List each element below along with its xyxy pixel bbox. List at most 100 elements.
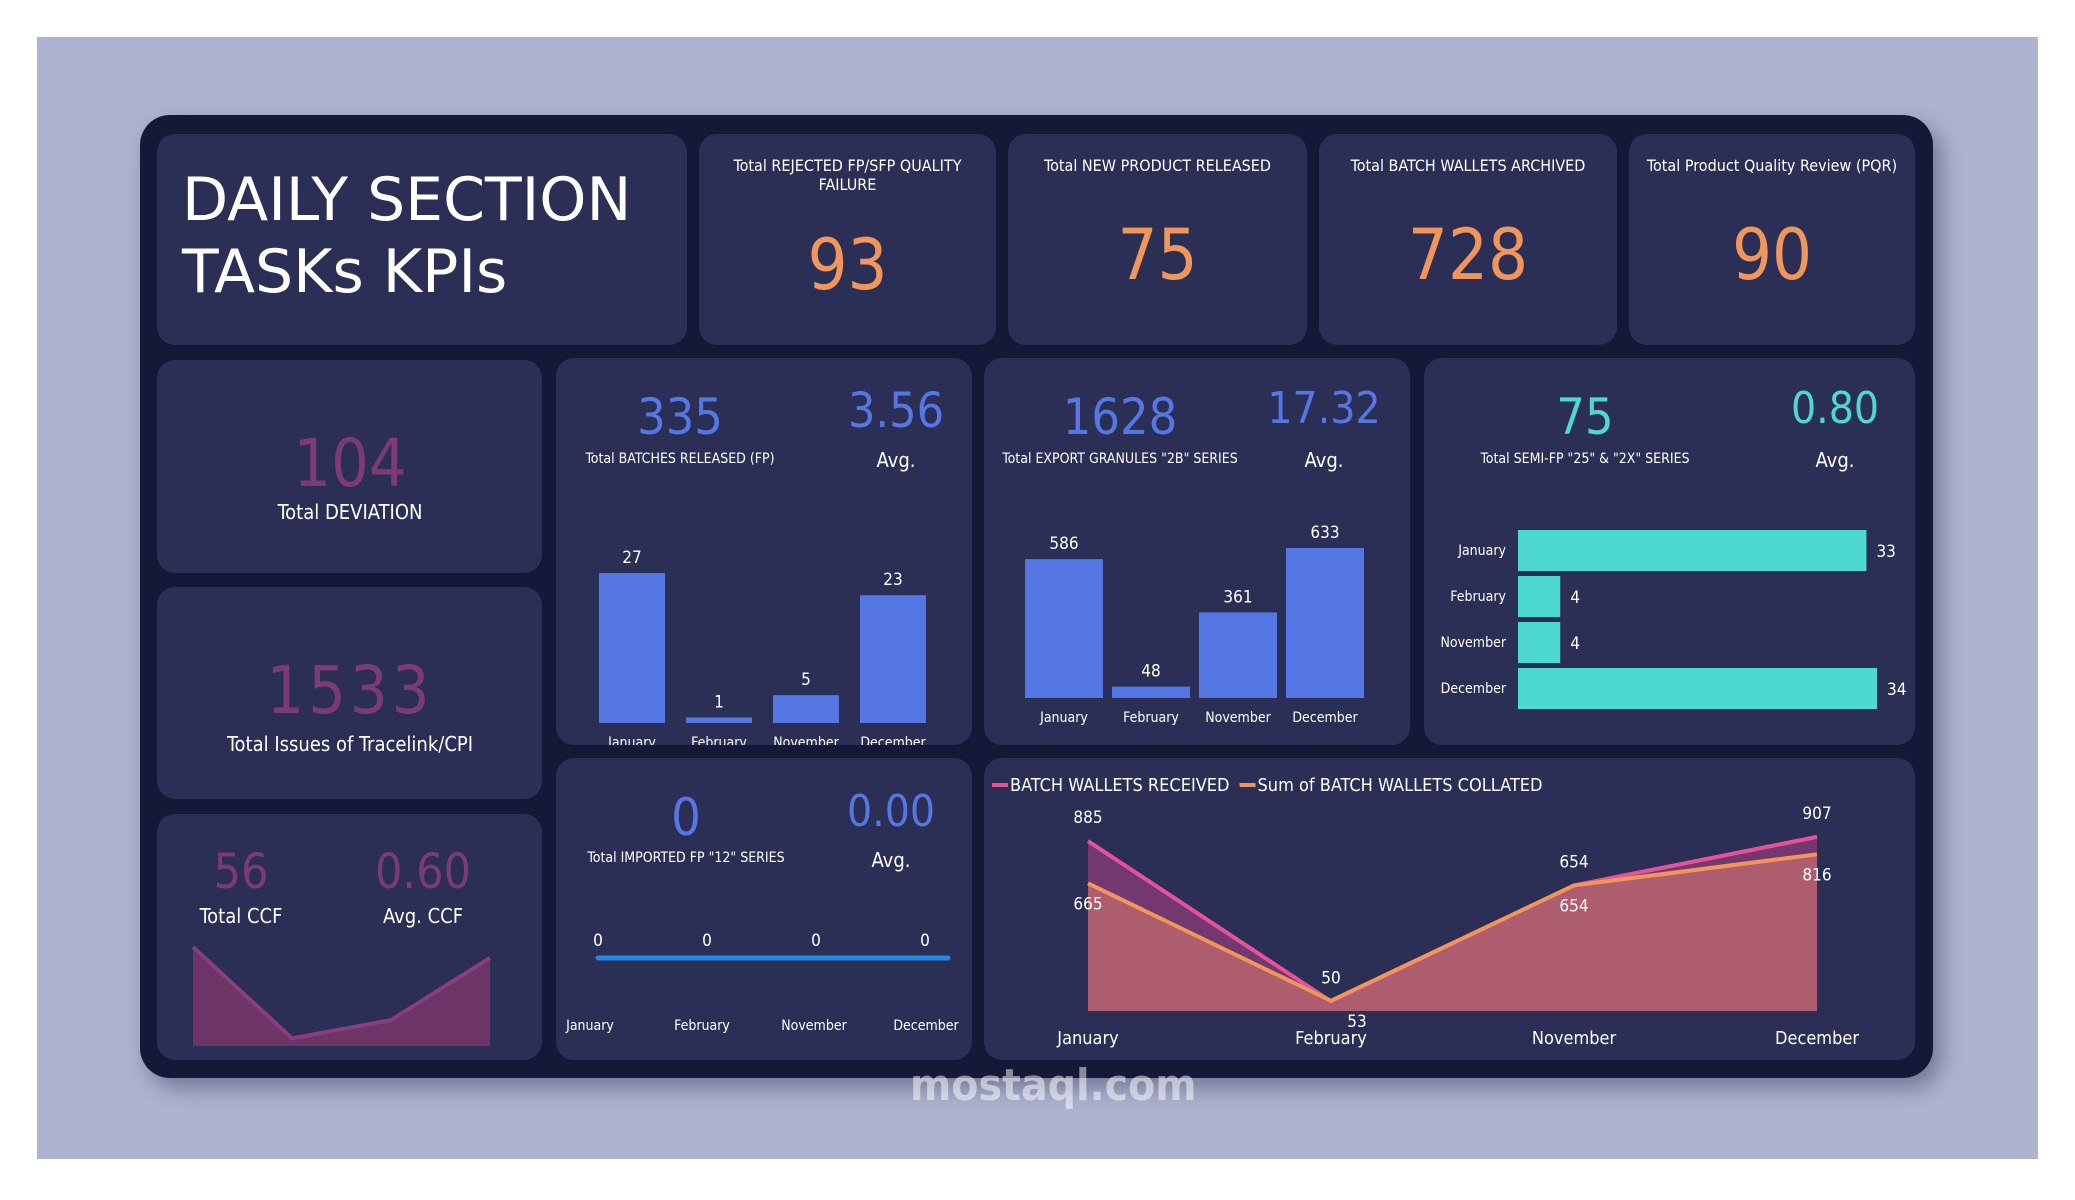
semi-total: 75 bbox=[1556, 388, 1614, 446]
bar bbox=[1025, 559, 1103, 698]
y-tick-label: November bbox=[1440, 635, 1506, 651]
tracelink-card: 1533 Total Issues of Tracelink/CPI bbox=[157, 587, 542, 799]
data-label: 633 bbox=[1310, 523, 1339, 543]
data-label: 50 bbox=[1321, 968, 1340, 988]
bar bbox=[1518, 576, 1561, 617]
x-tick-label: December bbox=[1775, 1028, 1859, 1049]
bar bbox=[1518, 622, 1561, 663]
export-avg: 17.32 bbox=[1267, 383, 1381, 434]
kpi-pqr: Total Product Quality Review (PQR) 90 bbox=[1629, 134, 1915, 345]
data-label: 586 bbox=[1049, 534, 1078, 554]
kpi-label: Total Product Quality Review (PQR) bbox=[1646, 156, 1898, 175]
kpi-label: Total NEW PRODUCT RELEASED bbox=[1044, 156, 1271, 175]
kpi-wallets-archived: Total BATCH WALLETS ARCHIVED 728 bbox=[1319, 134, 1617, 345]
data-label: 4 bbox=[1570, 588, 1580, 608]
semi-avg-label: Avg. bbox=[1815, 448, 1855, 472]
bar bbox=[773, 695, 839, 723]
tracelink-value: 1533 bbox=[266, 652, 434, 729]
page-title: DAILY SECTION TASKs KPIs bbox=[182, 165, 632, 307]
kpi-rejected: Total REJECTED FP/SFP QUALITY FAILURE 93 bbox=[699, 134, 996, 345]
bar bbox=[1518, 530, 1867, 571]
wallets-card: BATCH WALLETS RECEIVED Sum of BATCH WALLE… bbox=[984, 758, 1915, 1060]
bar bbox=[599, 573, 665, 723]
title-card: DAILY SECTION TASKs KPIs bbox=[157, 134, 687, 345]
watermark: mostaql.com bbox=[910, 1060, 1197, 1111]
x-tick-label: November bbox=[1532, 1028, 1617, 1049]
imported-total-label: Total IMPORTED FP "12" SERIES bbox=[587, 850, 785, 866]
x-tick-label: January bbox=[1039, 710, 1088, 726]
data-label: 654 bbox=[1559, 896, 1588, 916]
ccf-card: 56 Total CCF 0.60 Avg. CCF bbox=[157, 814, 542, 1060]
x-tick-label: February bbox=[691, 735, 747, 745]
imported-total: 0 bbox=[671, 788, 701, 848]
kpi-label: Total REJECTED FP/SFP QUALITY FAILURE bbox=[733, 156, 962, 194]
x-tick-label: February bbox=[674, 1018, 730, 1034]
data-label: 23 bbox=[883, 570, 902, 590]
batches-bar-chart: 27 January 1 February 5 November 23 December bbox=[599, 548, 926, 745]
batches-card: 335 Total BATCHES RELEASED (FP) 3.56 Avg… bbox=[556, 358, 972, 745]
x-tick-label: February bbox=[1123, 710, 1179, 726]
deviation-label: Total DEVIATION bbox=[277, 500, 423, 524]
data-label: 4 bbox=[1570, 634, 1580, 654]
export-card: 1628 Total EXPORT GRANULES "2B" SERIES 1… bbox=[984, 358, 1410, 745]
semi-avg: 0.80 bbox=[1790, 383, 1880, 434]
data-label: 665 bbox=[1073, 894, 1102, 914]
deviation-value: 104 bbox=[293, 425, 407, 502]
x-tick-label: December bbox=[893, 1018, 959, 1034]
ccf-avg-label: Avg. CCF bbox=[382, 904, 464, 928]
data-label: 27 bbox=[622, 548, 641, 568]
data-label: 816 bbox=[1802, 865, 1831, 885]
bar bbox=[1199, 612, 1277, 698]
legend-label: Sum of BATCH WALLETS COLLATED bbox=[1258, 775, 1543, 796]
kpi-new-product: Total NEW PRODUCT RELEASED 75 bbox=[1008, 134, 1307, 345]
wallets-area-chart: BATCH WALLETS RECEIVED Sum of BATCH WALLE… bbox=[992, 775, 1859, 1049]
data-label: 0 bbox=[920, 931, 930, 951]
data-label: 0 bbox=[811, 931, 821, 951]
bar bbox=[1112, 686, 1190, 698]
x-tick-label: November bbox=[781, 1018, 847, 1034]
data-label: 53 bbox=[1347, 1012, 1366, 1032]
export-avg-label: Avg. bbox=[1304, 448, 1344, 472]
data-label: 34 bbox=[1887, 680, 1906, 700]
kpi-value: 90 bbox=[1731, 214, 1813, 296]
imported-line-chart: 0 January 0 February 0 November 0 December bbox=[565, 931, 959, 1034]
export-total: 1628 bbox=[1062, 388, 1178, 446]
semi-hbar-chart: January 33 February 4 November 4 December 34 bbox=[1440, 530, 1906, 709]
ccf-total-label: Total CCF bbox=[199, 904, 283, 928]
kpi-label: Total BATCH WALLETS ARCHIVED bbox=[1350, 156, 1586, 175]
bar bbox=[1286, 548, 1364, 698]
batches-avg: 3.56 bbox=[847, 383, 945, 439]
imported-avg: 0.00 bbox=[846, 786, 936, 837]
data-label: 1 bbox=[714, 692, 724, 712]
data-label: 33 bbox=[1876, 542, 1895, 562]
ccf-sparkline bbox=[191, 945, 492, 1046]
batches-total-label: Total BATCHES RELEASED (FP) bbox=[585, 451, 775, 467]
legend-label: BATCH WALLETS RECEIVED bbox=[1010, 775, 1230, 796]
x-tick-label: January bbox=[1056, 1028, 1119, 1049]
data-label: 0 bbox=[702, 931, 712, 951]
bar bbox=[686, 717, 752, 723]
kpi-value: 75 bbox=[1117, 214, 1198, 296]
data-label: 885 bbox=[1073, 808, 1102, 828]
data-label: 654 bbox=[1559, 852, 1588, 872]
batches-avg-label: Avg. bbox=[876, 448, 916, 472]
ccf-total-value: 56 bbox=[213, 844, 269, 900]
data-label: 48 bbox=[1141, 662, 1160, 682]
kpi-value: 728 bbox=[1407, 214, 1529, 296]
data-label: 907 bbox=[1802, 804, 1831, 824]
batches-total: 335 bbox=[637, 388, 723, 446]
export-bar-chart: 586 January 48 February 361 November 633 Decemb… bbox=[1025, 523, 1364, 726]
x-tick-label: January bbox=[607, 735, 656, 745]
data-label: 361 bbox=[1223, 587, 1252, 607]
deviation-card: 104 Total DEVIATION bbox=[157, 360, 542, 573]
area-fill bbox=[193, 947, 490, 1046]
y-tick-label: January bbox=[1457, 543, 1506, 559]
x-tick-label: December bbox=[860, 735, 926, 745]
y-tick-label: December bbox=[1441, 681, 1507, 697]
ccf-avg-value: 0.60 bbox=[374, 844, 472, 900]
x-tick-label: January bbox=[565, 1018, 614, 1034]
y-tick-label: February bbox=[1450, 589, 1506, 605]
area-line bbox=[191, 945, 492, 1041]
x-tick-label: November bbox=[773, 735, 839, 745]
series-line bbox=[1087, 852, 1818, 1004]
